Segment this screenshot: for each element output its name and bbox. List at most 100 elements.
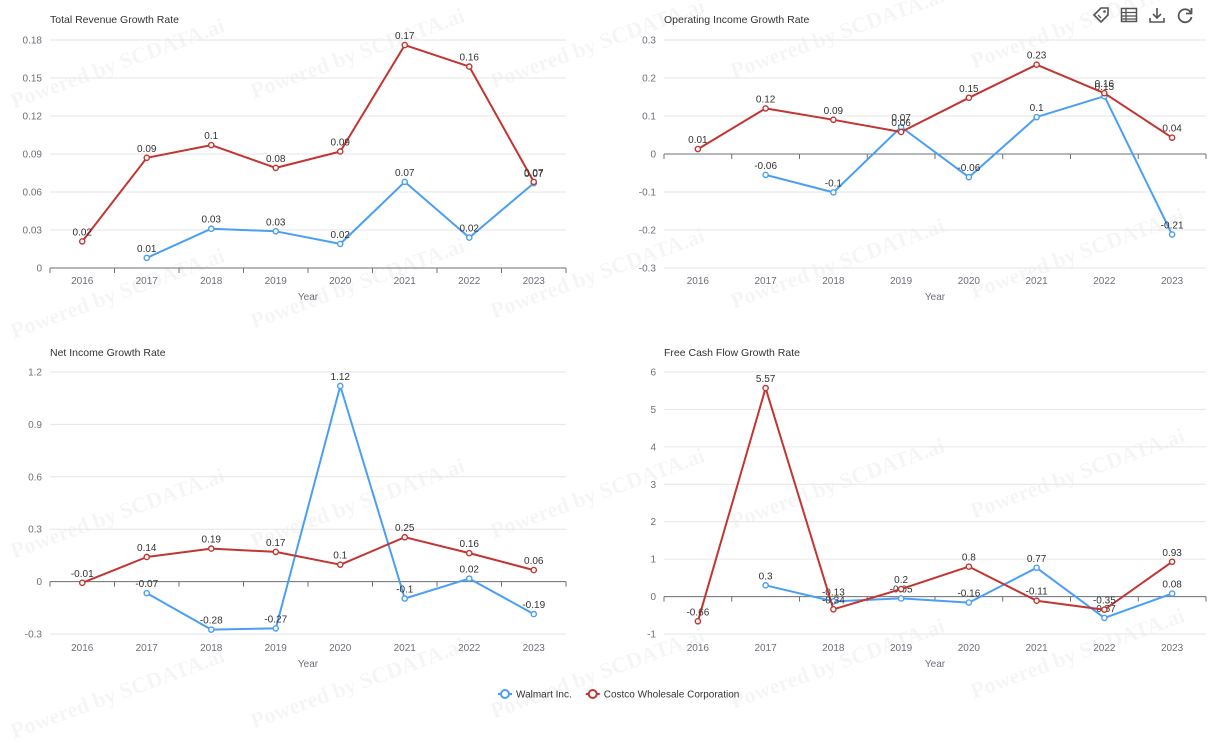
y-tick-label: 5 bbox=[650, 405, 656, 416]
data-point[interactable] bbox=[78, 579, 86, 587]
data-point[interactable] bbox=[1033, 597, 1040, 604]
data-point[interactable] bbox=[272, 164, 280, 172]
y-tick-label: 2 bbox=[650, 517, 656, 528]
data-point[interactable] bbox=[762, 105, 769, 112]
watermark-text: Powered by SCDATA.ai bbox=[487, 223, 707, 324]
x-tick-label: 2020 bbox=[958, 643, 981, 654]
data-point[interactable] bbox=[207, 626, 215, 633]
y-tick-label: 1 bbox=[650, 555, 656, 566]
data-point[interactable] bbox=[336, 382, 344, 390]
data-point[interactable] bbox=[336, 148, 344, 155]
data-label: 5.57 bbox=[756, 374, 776, 385]
data-point[interactable] bbox=[401, 178, 409, 186]
data-point[interactable] bbox=[530, 178, 538, 186]
data-point[interactable] bbox=[207, 141, 215, 149]
x-tick-label: 2017 bbox=[755, 643, 778, 654]
data-point[interactable] bbox=[143, 553, 151, 561]
data-point[interactable] bbox=[1168, 231, 1176, 238]
watermark-text: Powered by SCDATA.ai bbox=[7, 243, 227, 344]
data-label: -0.19 bbox=[522, 600, 545, 611]
data-point[interactable] bbox=[830, 189, 837, 196]
data-point[interactable] bbox=[965, 94, 973, 102]
data-label: 0.03 bbox=[266, 217, 286, 228]
data-label: 0.03 bbox=[202, 215, 222, 226]
data-point[interactable] bbox=[272, 227, 280, 235]
data-point[interactable] bbox=[207, 545, 215, 552]
y-tick-label: 0 bbox=[36, 577, 42, 588]
data-label: -0.06 bbox=[754, 161, 777, 172]
data-point[interactable] bbox=[143, 589, 151, 597]
y-tick-label: -0.3 bbox=[25, 630, 43, 641]
data-point[interactable] bbox=[530, 566, 538, 574]
data-label: 0.93 bbox=[1162, 548, 1182, 559]
watermark-text: Powered by SCDATA.ai bbox=[487, 623, 707, 724]
data-point[interactable] bbox=[1168, 590, 1176, 597]
data-point[interactable] bbox=[336, 561, 344, 568]
data-point[interactable] bbox=[465, 575, 473, 582]
y-tick-label: 0.06 bbox=[23, 188, 43, 199]
data-point[interactable] bbox=[272, 548, 280, 556]
data-label: 0.1 bbox=[333, 551, 347, 562]
data-label: -0.28 bbox=[200, 616, 223, 627]
data-point[interactable] bbox=[143, 254, 151, 262]
legend[interactable]: Walmart Inc. Costco Wholesale Corporation bbox=[498, 689, 740, 701]
data-point[interactable] bbox=[401, 41, 409, 49]
data-point[interactable] bbox=[465, 234, 473, 241]
data-point[interactable] bbox=[78, 238, 86, 245]
x-tick-label: 2022 bbox=[458, 276, 481, 287]
data-point[interactable] bbox=[272, 625, 280, 632]
data-point[interactable] bbox=[1101, 606, 1108, 613]
download-button[interactable] bbox=[1146, 4, 1168, 26]
series-walmart: 0.01 0.03 0.03 0.02 0.07 0.02 0.07 bbox=[137, 168, 544, 262]
x-tick-label: 2016 bbox=[687, 643, 710, 654]
data-point[interactable] bbox=[465, 549, 473, 557]
x-tick-label: 2019 bbox=[890, 643, 913, 654]
x-tick-label: 2023 bbox=[523, 276, 546, 287]
data-point[interactable] bbox=[401, 595, 409, 602]
tag-button[interactable] bbox=[1090, 4, 1112, 26]
data-point[interactable] bbox=[1033, 113, 1040, 121]
data-point[interactable] bbox=[207, 225, 215, 233]
data-point[interactable] bbox=[965, 563, 973, 570]
data-label: 0.02 bbox=[331, 230, 351, 241]
watermark-text: Powered by SCDATA.ai bbox=[727, 433, 947, 534]
data-point[interactable] bbox=[1168, 134, 1176, 141]
data-point[interactable] bbox=[336, 240, 344, 248]
chart-panel-3: Net Income Growth Rate -0.3 0 0.3 0.6 0.9 1.2 2… bbox=[25, 347, 567, 670]
refresh-button[interactable] bbox=[1174, 4, 1196, 26]
data-point[interactable] bbox=[897, 585, 905, 593]
data-point[interactable] bbox=[1101, 614, 1108, 622]
data-point[interactable] bbox=[762, 171, 769, 179]
data-point[interactable] bbox=[143, 154, 151, 162]
data-point[interactable] bbox=[465, 63, 473, 70]
series-costco: -0.01 0.14 0.19 0.17 0.1 0.25 0.16 0.06 bbox=[71, 523, 544, 587]
data-point[interactable] bbox=[762, 582, 769, 589]
data-point[interactable] bbox=[1101, 89, 1108, 97]
y-tick-label: 3 bbox=[650, 480, 656, 491]
data-point[interactable] bbox=[694, 145, 702, 153]
legend-marker-icon bbox=[587, 689, 598, 699]
data-point[interactable] bbox=[965, 173, 973, 181]
x-tick-label: 2019 bbox=[265, 643, 288, 654]
data-point[interactable] bbox=[1033, 564, 1040, 572]
data-point[interactable] bbox=[1033, 61, 1040, 68]
y-tick-label: 0.15 bbox=[23, 74, 43, 85]
legend-item-walmart[interactable]: Walmart Inc. bbox=[498, 689, 572, 701]
series-walmart: -0.07 -0.28 -0.27 1.12 -0.1 0.02 -0.19 bbox=[135, 372, 546, 633]
data-point[interactable] bbox=[830, 116, 837, 124]
legend-item-costco[interactable]: Costco Wholesale Corporation bbox=[585, 689, 740, 701]
data-point[interactable] bbox=[1168, 558, 1176, 566]
data-point[interactable] bbox=[965, 599, 973, 606]
x-tick-label: 2018 bbox=[822, 276, 845, 287]
data-point[interactable] bbox=[897, 595, 905, 602]
data-view-button[interactable] bbox=[1118, 4, 1140, 26]
data-point[interactable] bbox=[694, 617, 702, 625]
data-point[interactable] bbox=[762, 384, 769, 392]
data-point[interactable] bbox=[897, 128, 905, 136]
y-tick-label: 4 bbox=[650, 442, 656, 453]
watermark-text: Powered by SCDATA.ai bbox=[247, 3, 467, 104]
data-point[interactable] bbox=[401, 533, 409, 541]
data-label: 0.23 bbox=[1027, 51, 1047, 62]
data-point[interactable] bbox=[530, 610, 538, 618]
data-point[interactable] bbox=[830, 605, 837, 613]
